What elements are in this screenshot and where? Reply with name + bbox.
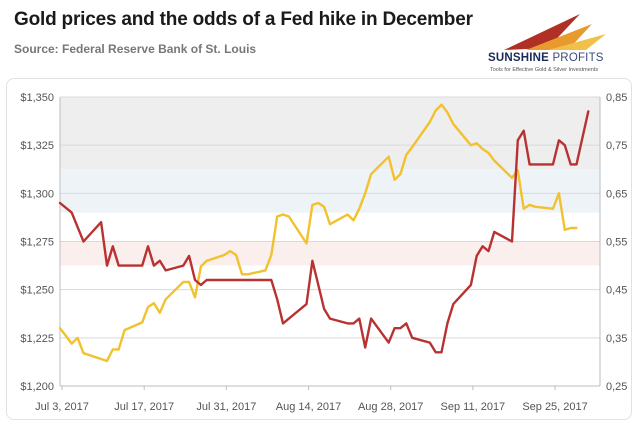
x-axis: Jul 3, 2017 Jul 17, 2017 Jul 31, 2017 Aug 1… (35, 386, 588, 413)
fed-hike-odds-line (58, 110, 590, 354)
y-right-tick-label: 0,55 (606, 237, 627, 249)
logo-brand-bold: SUNSHINE (488, 52, 550, 64)
x-tick-label: Sep 25, 2017 (522, 401, 587, 413)
chart-title: Gold prices and the odds of a Fed hike i… (14, 9, 473, 30)
band-top (60, 97, 600, 146)
band-upper (60, 145, 600, 170)
x-tick-label: Aug 14, 2017 (276, 401, 341, 413)
y-left-tick-label: $1,225 (20, 333, 54, 345)
band-lower (60, 241, 600, 266)
chart-frame (6, 78, 632, 420)
chart-source: Source: Federal Reserve Bank of St. Loui… (14, 42, 257, 56)
y-left-tick-label: $1,350 (20, 92, 54, 104)
gridlines (59, 96, 601, 387)
y-left-tick-label: $1,250 (20, 285, 54, 297)
y-right-tick-label: 0,85 (606, 92, 627, 104)
x-tick-label: Jul 31, 2017 (196, 401, 256, 413)
sunshine-profits-logo-icon (504, 14, 606, 50)
y-left-tick-label: $1,200 (20, 381, 54, 393)
y-axis-left: $1,200 $1,225 $1,250 $1,275 $1,300 $1,325 $1,3… (20, 92, 54, 393)
y-right-tick-label: 0,25 (606, 381, 627, 393)
y-left-tick-label: $1,300 (20, 188, 54, 200)
logo-brand-thin: PROFITS (552, 52, 604, 64)
logo-brand-name: SUNSHINE PROFITS (488, 52, 634, 64)
x-tick-label: Aug 28, 2017 (358, 401, 423, 413)
y-right-tick-label: 0,65 (606, 188, 627, 200)
y-left-tick-label: $1,325 (20, 140, 54, 152)
y-right-tick-label: 0,45 (606, 285, 627, 297)
background-bands (60, 97, 600, 266)
logo-tagline: Tools for Effective Gold & Silver Invest… (490, 67, 599, 73)
x-tick-label: Jul 3, 2017 (35, 401, 89, 413)
x-tick-label: Jul 17, 2017 (114, 401, 174, 413)
series-lines (58, 103, 590, 363)
y-axis-right: 0,25 0,35 0,45 0,55 0,65 0,75 0,85 (606, 92, 627, 393)
gold-price-line (58, 103, 578, 363)
y-right-tick-label: 0,35 (606, 333, 627, 345)
y-left-tick-label: $1,275 (20, 237, 54, 249)
x-tick-label: Sep 11, 2017 (441, 401, 506, 413)
y-right-tick-label: 0,75 (606, 140, 627, 152)
